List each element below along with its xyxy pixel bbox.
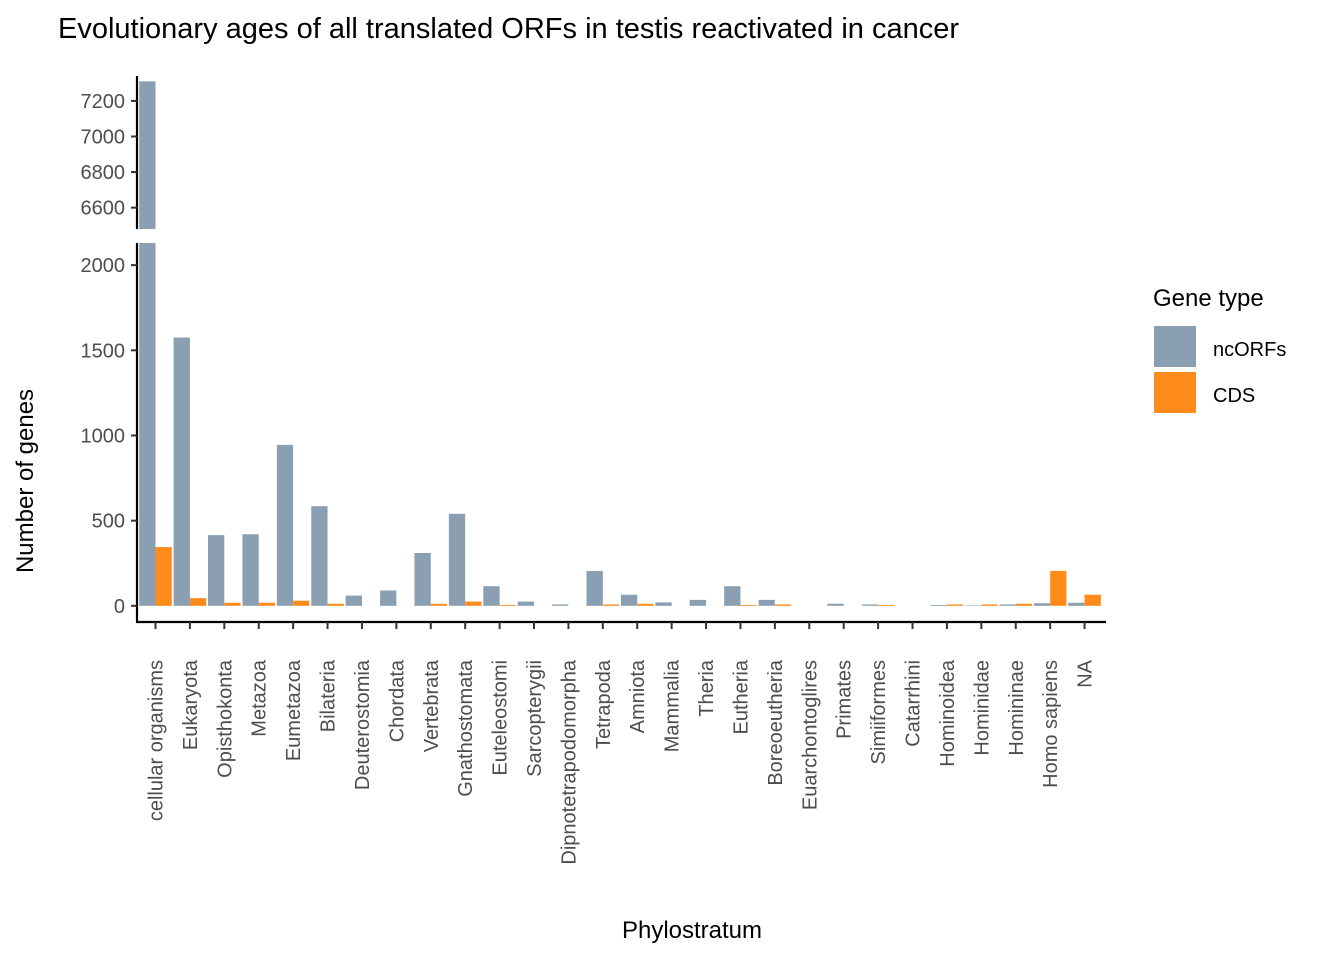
bar-lower-cds-25 [1015, 603, 1033, 606]
bar-lower-ncorfs-9 [448, 513, 466, 606]
lower-panel: 0 500 1000 1500 2000 [81, 243, 1101, 622]
bar-lower-ncorfs-16 [689, 599, 707, 606]
bar-lower-ncorfs-12 [552, 604, 569, 606]
bar-lower-cds-13 [602, 604, 620, 606]
bar-lower-ncorfs-21 [861, 604, 879, 606]
y-tick-label-lower-4: 2000 [81, 255, 126, 277]
x-tick-label-3: Metazoa [249, 659, 271, 737]
y-tick-label-lower-2: 1000 [81, 425, 126, 447]
x-tick-label-16: Theria [696, 659, 718, 717]
y-tick-label-lower-1: 500 [92, 511, 125, 533]
x-axis-title: Phylostratum [622, 917, 762, 944]
bar-lower-cds-24 [981, 604, 998, 606]
y-tick-label-upper-1: 6800 [81, 162, 126, 184]
x-tick-label-10: Euteleostomi [490, 660, 512, 776]
chart-title: Evolutionary ages of all translated ORFs… [58, 13, 959, 45]
bar-lower-ncorfs-10 [483, 586, 500, 606]
x-tick-label-22: Catarrhini [903, 660, 925, 747]
x-tick-label-24: Hominidae [971, 660, 993, 756]
y-tick-label-upper-0: 6600 [81, 198, 126, 220]
bar-lower-ncorfs-24 [965, 605, 982, 606]
bar-lower-ncorfs-18 [758, 599, 775, 606]
bar-lower-ncorfs-15 [655, 602, 672, 606]
legend-key-cds [1154, 372, 1196, 413]
x-tick-label-26: Homo sapiens [1040, 660, 1062, 788]
x-tick-label-19: Euarchontoglires [799, 660, 821, 810]
x-tick-label-17: Eutheria [730, 659, 752, 734]
x-tick-label-1: Eukaryota [180, 659, 202, 750]
x-tick-label-6: Deuterostomia [352, 659, 374, 790]
x-tick-label-20: Primates [834, 660, 856, 739]
bar-lower-ncorfs-3 [242, 534, 259, 606]
x-tick-label-15: Mammalia [662, 659, 684, 752]
bar-lower-ncorfs-14 [620, 594, 638, 606]
y-tick-label-upper-3: 7200 [81, 91, 126, 113]
bar-lower-ncorfs-20 [827, 603, 844, 606]
bar-lower-cds-21 [878, 604, 895, 606]
bar-lower-cds-17 [740, 604, 757, 606]
bar-lower-cds-0 [155, 547, 172, 606]
x-tick-label-2: Opisthokonta [214, 659, 236, 778]
bar-lower-cds-18 [774, 604, 792, 606]
legend: Gene type ncORFs CDS [1153, 285, 1286, 413]
legend-title: Gene type [1153, 285, 1264, 312]
x-tick-label-23: Hominoidea [937, 659, 959, 767]
x-tick-label-11: Sarcopterygii [524, 660, 546, 777]
bar-lower-ncorfs-13 [586, 570, 603, 606]
bar-lower-cds-3 [258, 602, 276, 606]
bar-lower-cds-27 [1084, 594, 1101, 606]
x-tick-label-14: Amniota [627, 659, 649, 733]
bar-lower-ncorfs-27 [1068, 602, 1085, 606]
x-tick-label-4: Eumetazoa [283, 659, 305, 761]
bar-lower-ncorfs-7 [380, 590, 397, 606]
bar-lower-ncorfs-23 [930, 604, 947, 606]
bar-lower-ncorfs-11 [517, 601, 535, 606]
bar-lower-ncorfs-5 [311, 506, 328, 606]
x-tick-label-21: Simiiformes [868, 660, 890, 764]
x-tick-label-5: Bilateria [318, 659, 340, 732]
bar-lower-cds-14 [637, 603, 654, 606]
y-tick-label-lower-3: 1500 [81, 340, 126, 362]
bar-lower-cds-2 [224, 602, 241, 606]
x-tick-label-12: Dipnotetrapodomorpha [558, 659, 580, 864]
legend-key-ncorfs [1154, 326, 1196, 367]
x-tick-label-0: cellular organisms [146, 660, 168, 821]
x-axis: cellular organisms Eukaryota Opisthokonta M… [136, 620, 1106, 865]
bar-lower-cds-4 [293, 600, 310, 606]
bar-lower-ncorfs-25 [999, 604, 1016, 606]
legend-label-cds: CDS [1213, 385, 1255, 407]
bar-lower-ncorfs-26 [1033, 603, 1051, 606]
y-tick-label-lower-0: 0 [114, 596, 125, 618]
bar-lower-cds-9 [465, 601, 482, 606]
x-tick-label-25: Homininae [1006, 660, 1028, 756]
bar-lower-cds-8 [430, 603, 448, 606]
bar-lower-cds-23 [946, 604, 964, 606]
upper-panel: 6600 6800 7000 7200 [81, 76, 156, 229]
x-tick-label-18: Boreoeutheria [765, 659, 787, 786]
y-tick-label-upper-2: 7000 [81, 126, 126, 148]
x-tick-label-9: Gnathostomata [455, 659, 477, 797]
x-tick-label-27: NA [1075, 659, 1097, 687]
bar-lower-ncorfs-6 [345, 595, 362, 606]
bar-lower-ncorfs-4 [276, 444, 294, 606]
bar-lower-cds-1 [189, 598, 207, 606]
legend-label-ncorfs: ncORFs [1213, 339, 1286, 361]
bar-lower-ncorfs-0 [139, 243, 156, 606]
x-tick-label-13: Tetrapoda [593, 659, 615, 749]
bar-lower-ncorfs-17 [724, 586, 741, 606]
x-tick-label-7: Chordata [386, 659, 408, 742]
bar-upper-ncorfs-0 [139, 81, 156, 229]
bar-lower-cds-26 [1050, 570, 1067, 606]
bar-lower-ncorfs-1 [173, 337, 190, 606]
x-tick-label-8: Vertebrata [421, 659, 443, 752]
bar-lower-ncorfs-8 [414, 553, 431, 606]
bar-lower-ncorfs-2 [208, 535, 225, 606]
bar-lower-cds-10 [499, 604, 516, 606]
bar-lower-cds-5 [327, 603, 344, 606]
y-axis-title: Number of genes [12, 389, 39, 573]
